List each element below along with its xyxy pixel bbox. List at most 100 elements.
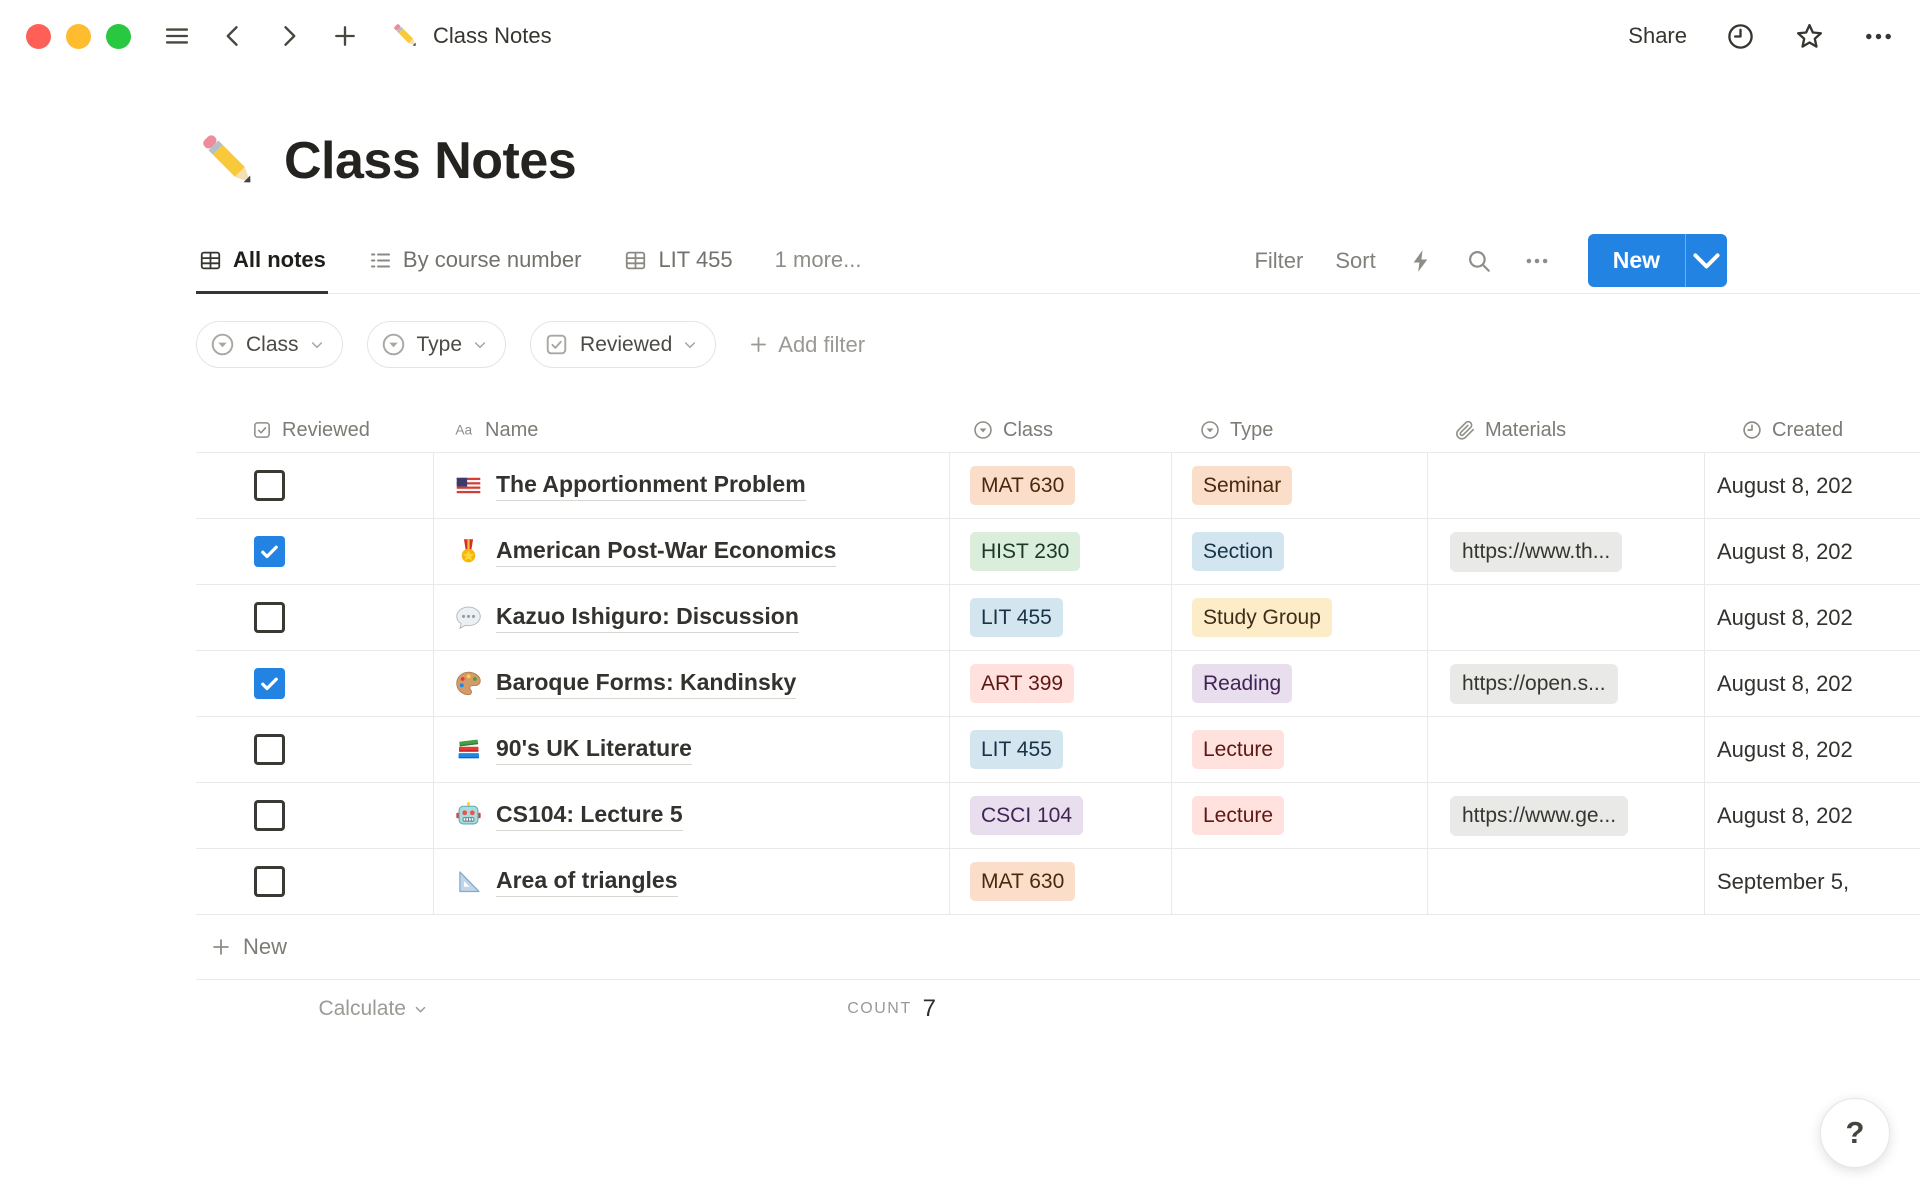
tab-by-course-number[interactable]: By course number <box>366 229 584 294</box>
updates-clock-icon[interactable] <box>1725 21 1756 52</box>
name-cell[interactable]: Baroque Forms: Kandinsky <box>434 651 950 716</box>
class-cell[interactable]: CSCI 104 <box>950 783 1172 848</box>
name-cell[interactable]: 90's UK Literature <box>434 717 950 782</box>
column-header-materials[interactable]: Materials <box>1428 408 1705 452</box>
filter-chip-class[interactable]: Class <box>196 321 343 368</box>
note-title-link[interactable]: American Post-War Economics <box>496 537 837 567</box>
materials-cell[interactable]: https://www.ge... <box>1428 783 1705 848</box>
class-tag[interactable]: CSCI 104 <box>970 796 1084 835</box>
page-title[interactable]: Class Notes <box>284 132 577 190</box>
sidebar-menu-icon[interactable] <box>163 22 191 50</box>
reviewed-checkbox[interactable] <box>254 800 285 831</box>
sort-button[interactable]: Sort <box>1335 247 1376 273</box>
reviewed-cell[interactable] <box>196 651 434 716</box>
note-title-link[interactable]: Baroque Forms: Kandinsky <box>496 669 797 699</box>
column-header-class[interactable]: Class <box>950 408 1172 452</box>
class-cell[interactable]: MAT 630 <box>950 453 1172 518</box>
materials-cell[interactable]: https://www.th... <box>1428 519 1705 584</box>
type-cell[interactable] <box>1172 849 1428 914</box>
type-cell[interactable]: Lecture <box>1172 783 1428 848</box>
pencil-page-icon[interactable] <box>196 128 262 194</box>
new-dropdown-chevron-icon[interactable] <box>1685 234 1727 287</box>
note-title-link[interactable]: Kazuo Ishiguro: Discussion <box>496 603 799 633</box>
view-settings-icon[interactable] <box>1524 248 1550 274</box>
automations-zap-icon[interactable] <box>1408 248 1434 274</box>
reviewed-cell[interactable] <box>196 453 434 518</box>
type-tag[interactable]: Seminar <box>1192 466 1293 505</box>
add-filter-button[interactable]: Add filter <box>748 332 865 358</box>
zoom-window-button[interactable] <box>106 23 131 49</box>
filter-chip-reviewed[interactable]: Reviewed <box>530 321 717 368</box>
breadcrumb-page-title[interactable]: Class Notes <box>433 23 552 48</box>
column-header-created[interactable]: Created <box>1705 408 1920 452</box>
created-cell[interactable]: August 8, 202 <box>1705 651 1920 716</box>
materials-cell[interactable] <box>1428 717 1705 782</box>
calculate-button[interactable]: Calculate <box>196 995 434 1023</box>
note-title-link[interactable]: Area of triangles <box>496 867 678 897</box>
type-cell[interactable]: Section <box>1172 519 1428 584</box>
class-tag[interactable]: ART 399 <box>970 664 1075 703</box>
favorite-star-icon[interactable] <box>1794 21 1825 52</box>
type-tag[interactable]: Reading <box>1192 664 1293 703</box>
materials-cell[interactable] <box>1428 849 1705 914</box>
name-cell[interactable]: CS104: Lecture 5 <box>434 783 950 848</box>
reviewed-checkbox[interactable] <box>254 470 285 501</box>
back-icon[interactable] <box>219 22 247 50</box>
tab-lit-455[interactable]: LIT 455 <box>621 229 734 294</box>
class-cell[interactable]: HIST 230 <box>950 519 1172 584</box>
close-window-button[interactable] <box>26 23 51 49</box>
class-cell[interactable]: ART 399 <box>950 651 1172 716</box>
class-tag[interactable]: LIT 455 <box>970 598 1063 637</box>
minimize-window-button[interactable] <box>66 23 91 49</box>
reviewed-checkbox[interactable] <box>254 536 285 567</box>
count-summary[interactable]: COUNT 7 <box>434 995 950 1023</box>
created-cell[interactable]: September 5, <box>1705 849 1920 914</box>
reviewed-cell[interactable] <box>196 783 434 848</box>
materials-url-chip[interactable]: https://www.th... <box>1450 531 1623 572</box>
materials-url-chip[interactable]: https://www.ge... <box>1450 795 1629 836</box>
forward-icon[interactable] <box>275 22 303 50</box>
created-cell[interactable]: August 8, 202 <box>1705 717 1920 782</box>
type-cell[interactable]: Seminar <box>1172 453 1428 518</box>
new-button-label[interactable]: New <box>1612 247 1660 273</box>
note-title-link[interactable]: The Apportionment Problem <box>496 471 806 501</box>
created-cell[interactable]: August 8, 202 <box>1705 585 1920 650</box>
materials-cell[interactable] <box>1428 585 1705 650</box>
created-cell[interactable]: August 8, 202 <box>1705 453 1920 518</box>
type-tag[interactable]: Lecture <box>1192 796 1285 835</box>
class-cell[interactable]: LIT 455 <box>950 717 1172 782</box>
reviewed-cell[interactable] <box>196 849 434 914</box>
name-cell[interactable]: American Post-War Economics <box>434 519 950 584</box>
search-icon[interactable] <box>1466 248 1492 274</box>
materials-cell[interactable] <box>1428 453 1705 518</box>
column-header-name[interactable]: Aa Name <box>434 408 950 452</box>
name-cell[interactable]: Kazuo Ishiguro: Discussion <box>434 585 950 650</box>
more-options-icon[interactable] <box>1863 21 1894 52</box>
reviewed-checkbox[interactable] <box>254 602 285 633</box>
tab-more-views[interactable]: 1 more... <box>774 247 862 272</box>
column-header-type[interactable]: Type <box>1172 408 1428 452</box>
reviewed-cell[interactable] <box>196 519 434 584</box>
class-tag[interactable]: MAT 630 <box>970 466 1076 505</box>
filter-button[interactable]: Filter <box>1254 247 1304 273</box>
note-title-link[interactable]: CS104: Lecture 5 <box>496 801 683 831</box>
class-tag[interactable]: HIST 230 <box>970 532 1081 571</box>
reviewed-cell[interactable] <box>196 585 434 650</box>
tab-all-notes[interactable]: All notes <box>196 229 328 294</box>
created-cell[interactable]: August 8, 202 <box>1705 783 1920 848</box>
name-cell[interactable]: Area of triangles <box>434 849 950 914</box>
materials-cell[interactable]: https://open.s... <box>1428 651 1705 716</box>
materials-url-chip[interactable]: https://open.s... <box>1450 663 1618 704</box>
reviewed-cell[interactable] <box>196 717 434 782</box>
reviewed-checkbox[interactable] <box>254 668 285 699</box>
new-page-icon[interactable] <box>331 22 359 50</box>
help-button[interactable]: ? <box>1820 1098 1890 1168</box>
type-tag[interactable]: Study Group <box>1192 598 1332 637</box>
type-cell[interactable]: Lecture <box>1172 717 1428 782</box>
type-tag[interactable]: Section <box>1192 532 1285 571</box>
class-cell[interactable]: LIT 455 <box>950 585 1172 650</box>
name-cell[interactable]: The Apportionment Problem <box>434 453 950 518</box>
type-tag[interactable]: Lecture <box>1192 730 1285 769</box>
filter-chip-type[interactable]: Type <box>366 321 507 368</box>
reviewed-checkbox[interactable] <box>254 866 285 897</box>
